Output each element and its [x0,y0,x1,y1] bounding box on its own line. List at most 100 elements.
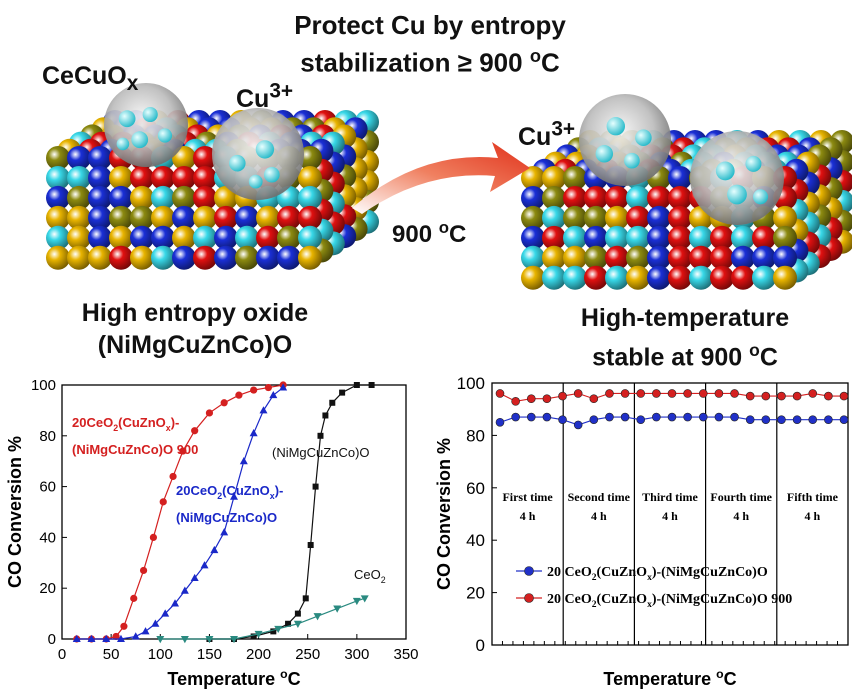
data-point [269,390,278,399]
data-point [190,573,199,582]
cluster-shell [690,131,784,225]
segment-label: First time [502,490,553,504]
lattice-sphere [277,225,301,250]
data-point [333,605,342,613]
cu-atom [255,140,275,159]
segment-duration: 4 h [805,509,821,523]
lattice-sphere [542,225,566,250]
cu-atom [624,152,640,169]
data-point [87,634,96,642]
lattice-sphere [172,225,196,250]
lattice-sphere [710,245,734,270]
data-point [526,412,536,422]
lattice-sphere [88,146,112,170]
segment-label: Second time [568,490,631,504]
lattice-sphere [521,205,545,230]
legend-marker [524,593,534,603]
lattice-sphere [193,245,217,270]
lattice-sphere [46,205,70,230]
lattice-sphere [563,166,587,190]
lattice-sphere [773,225,797,250]
lattice-sphere [172,185,196,210]
lattice-sphere [626,265,650,290]
annotation-line-2: (NiMgCuZnCo)O [176,510,277,525]
data-point [254,630,263,639]
segment-duration: 4 h [662,509,678,523]
lattice-sphere [109,225,133,250]
data-point [495,389,505,398]
left-caption-line-2: (NiMgCuZnCo)O [97,331,293,359]
lattice-sphere [151,205,175,230]
lattice-sphere [235,245,259,270]
left-caption: High entropy oxide (NiMgCuZnCo)O [40,297,350,361]
data-point [667,389,677,398]
headline-line-2: stabilization ≥ 900 oC [300,46,560,78]
data-point [542,412,552,422]
lattice-sphere [647,245,671,270]
lattice-sphere [773,205,797,230]
data-point [792,391,802,401]
data-point [159,498,167,506]
data-point [824,391,833,401]
data-point [605,389,614,398]
lattice-sphere [563,245,587,270]
lattice-sphere [214,225,238,250]
lattice-sphere [521,245,545,270]
lattice-sphere [88,185,112,210]
data-point [116,634,125,642]
lattice-sphere [668,265,692,290]
lattice-sphere [563,265,587,290]
data-point [761,391,771,401]
data-point [839,415,849,424]
data-point [322,412,329,419]
data-point [352,597,361,606]
annotation-line-1: 20CeO2(CuZnOx)- [176,483,283,501]
lattice-sphere [542,245,566,270]
lattice-sphere [46,225,70,250]
cu-atom [727,184,747,205]
lattice-sphere [172,245,196,270]
cu-atom [752,189,769,205]
lattice-sphere [193,165,217,190]
x-tick-label: 100 [148,646,173,663]
data-point [526,394,536,404]
data-point [302,595,309,602]
data-point [279,383,288,391]
data-point [72,634,81,642]
cu3-label-right: Cu3+ [518,118,576,152]
lattice-sphere [298,165,322,190]
data-point [667,412,677,422]
data-point [220,399,228,407]
lattice-sphere [67,225,91,250]
lattice-sphere [542,265,566,290]
lattice-sphere [584,225,608,250]
lattice-sphere [130,165,154,190]
lattice-sphere [214,245,238,270]
lattice-sphere [584,205,608,230]
data-point [495,417,505,427]
lattice-sphere [584,245,608,270]
data-point [573,420,583,430]
y-tick-label: 80 [466,426,485,445]
lattice-sphere [67,185,91,210]
data-point [313,613,322,621]
data-point [120,622,128,630]
lattice-sphere [563,185,587,210]
data-point [264,383,272,392]
y-tick-label: 100 [457,374,485,393]
legend-label: 20 CeO2(CuZnOx)-(NiMgCuZnCo)O 900 [547,592,792,610]
data-point [235,391,243,399]
y-tick-label: 60 [466,479,485,498]
lattice-sphere [130,185,154,210]
data-point [239,457,248,465]
lattice-sphere [605,265,629,290]
data-point [169,472,177,481]
data-point [636,389,646,398]
lattice-sphere [298,205,322,230]
cluster-shell [579,94,671,186]
lattice-sphere [647,205,671,230]
lattice-sphere [151,245,175,270]
lattice-sphere [172,165,196,190]
data-point [730,389,739,398]
series-line [76,387,284,640]
